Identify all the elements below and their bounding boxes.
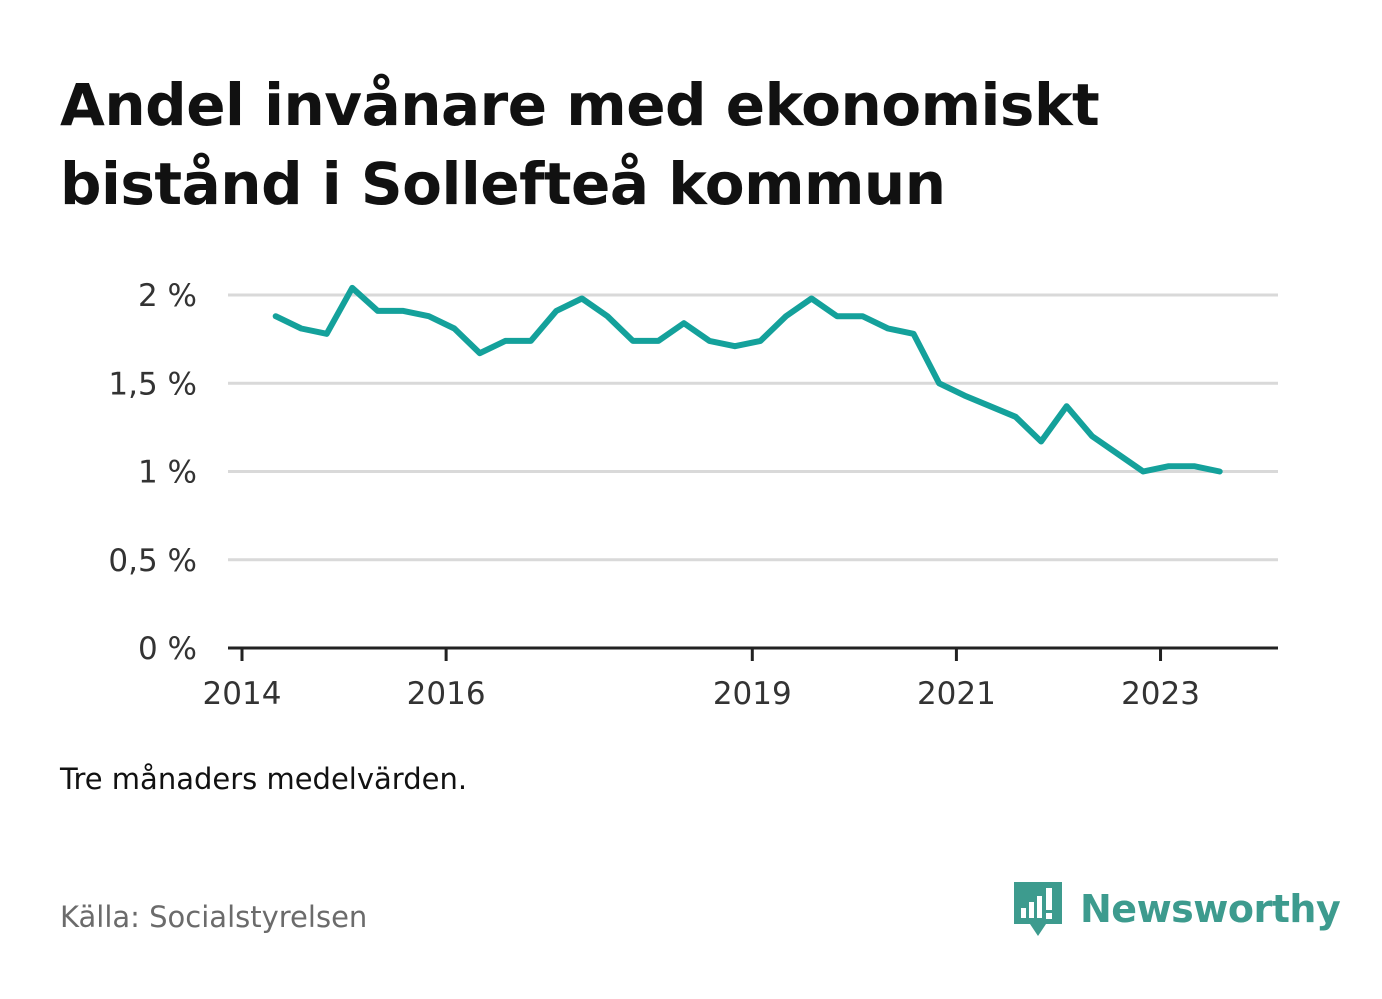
series-layer <box>272 284 1223 475</box>
source-credit: Källa: Socialstyrelsen <box>60 900 368 934</box>
y-tick-label: 1,5 % <box>108 366 197 402</box>
newsworthy-logo-icon <box>1014 882 1062 936</box>
x-tick-label: 2019 <box>713 676 792 712</box>
y-tick-label: 1 % <box>138 455 197 491</box>
y-tick-label: 0 % <box>138 631 197 667</box>
series-line <box>272 284 1223 475</box>
brand-name: Newsworthy <box>1080 887 1341 931</box>
y-tick-label: 0,5 % <box>108 543 197 579</box>
x-axis: 2014 2016 2019 2021 2023 <box>203 646 1278 712</box>
x-tick-label: 2014 <box>203 676 282 712</box>
grid-lines <box>228 293 1278 562</box>
y-tick-label: 2 % <box>138 278 197 314</box>
y-axis-tick-labels: 0 % 0,5 % 1 % 1,5 % 2 % <box>108 278 197 667</box>
brand-logo[interactable]: Newsworthy <box>1010 878 1341 940</box>
x-tick-label: 2021 <box>917 676 996 712</box>
x-tick-label: 2023 <box>1121 676 1200 712</box>
chart-note: Tre månaders medelvärden. <box>60 762 468 796</box>
chart-title: Andel invånare med ekonomiskt bistånd i … <box>60 71 1100 218</box>
x-tick-label: 2016 <box>407 676 486 712</box>
